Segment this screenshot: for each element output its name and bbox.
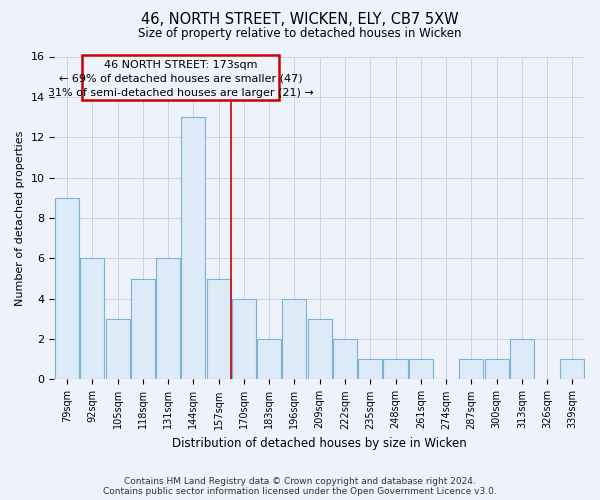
Bar — [131, 278, 155, 380]
Text: 46 NORTH STREET: 173sqm: 46 NORTH STREET: 173sqm — [104, 60, 257, 70]
Bar — [459, 360, 484, 380]
Bar — [283, 298, 307, 380]
Bar — [333, 339, 357, 380]
Bar — [560, 360, 584, 380]
Bar — [80, 258, 104, 380]
Bar — [485, 360, 509, 380]
Bar — [106, 319, 130, 380]
Bar — [55, 198, 79, 380]
X-axis label: Distribution of detached houses by size in Wicken: Distribution of detached houses by size … — [172, 437, 467, 450]
Text: Contains public sector information licensed under the Open Government Licence v3: Contains public sector information licen… — [103, 487, 497, 496]
Bar — [308, 319, 332, 380]
Bar — [358, 360, 382, 380]
Bar — [409, 360, 433, 380]
Bar — [510, 339, 534, 380]
Bar — [206, 278, 230, 380]
Text: ← 69% of detached houses are smaller (47): ← 69% of detached houses are smaller (47… — [59, 74, 302, 84]
Y-axis label: Number of detached properties: Number of detached properties — [15, 130, 25, 306]
Bar — [82, 56, 279, 100]
Bar — [181, 117, 205, 380]
Text: Contains HM Land Registry data © Crown copyright and database right 2024.: Contains HM Land Registry data © Crown c… — [124, 477, 476, 486]
Bar — [232, 298, 256, 380]
Text: Size of property relative to detached houses in Wicken: Size of property relative to detached ho… — [138, 28, 462, 40]
Bar — [257, 339, 281, 380]
Bar — [383, 360, 407, 380]
Text: 46, NORTH STREET, WICKEN, ELY, CB7 5XW: 46, NORTH STREET, WICKEN, ELY, CB7 5XW — [141, 12, 459, 28]
Bar — [156, 258, 180, 380]
Text: 31% of semi-detached houses are larger (21) →: 31% of semi-detached houses are larger (… — [48, 88, 314, 98]
